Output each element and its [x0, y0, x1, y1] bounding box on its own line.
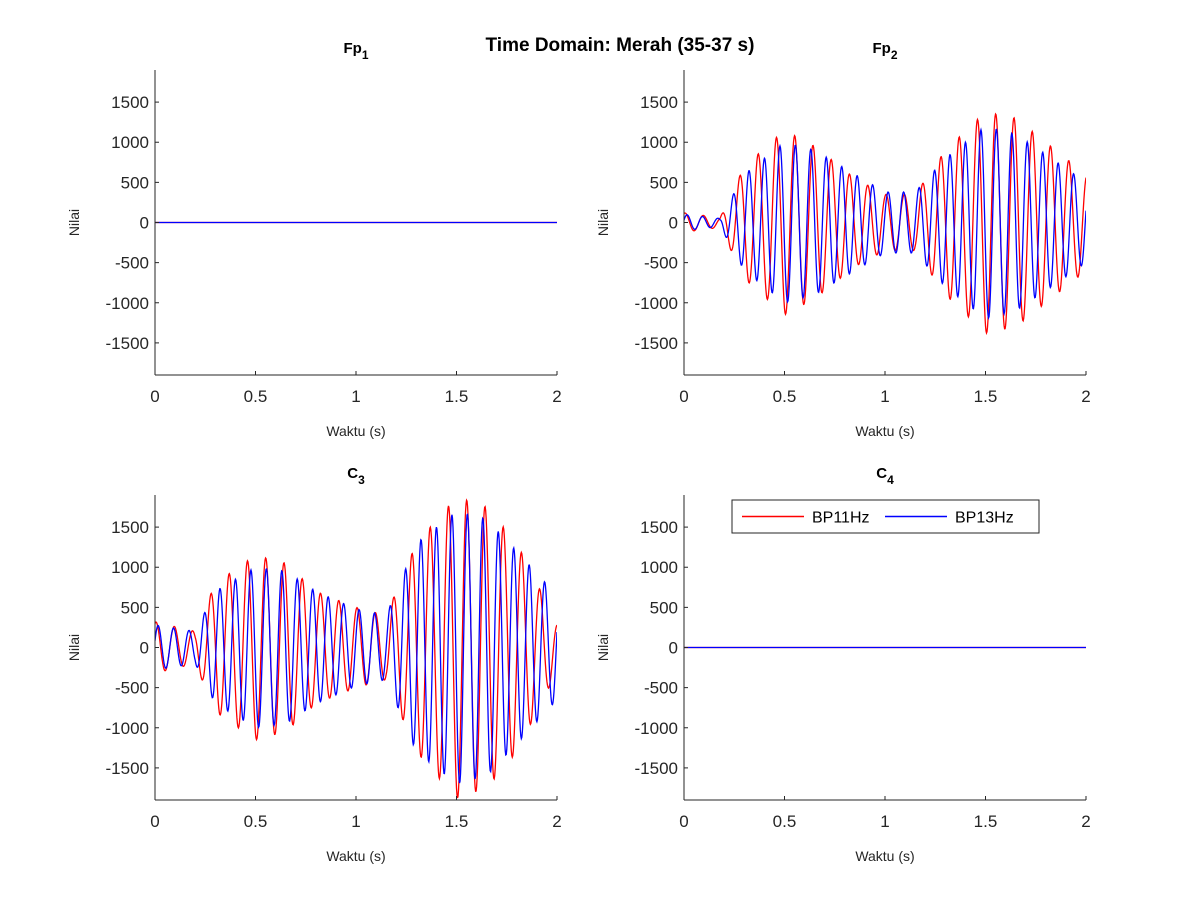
x-tick-label: 2 [552, 812, 561, 831]
y-tick-label: -1500 [635, 759, 678, 778]
x-tick-label: 0 [150, 812, 159, 831]
y-tick-label: 0 [669, 639, 678, 658]
y-tick-label: 500 [650, 598, 678, 617]
y-tick-label: -500 [644, 254, 678, 273]
x-tick-label: 0 [679, 812, 688, 831]
subplot-title-main: Fp [872, 40, 890, 57]
x-tick-label: 0 [679, 387, 688, 406]
y-tick-label: 500 [121, 173, 149, 192]
subplot-title-subscript: 4 [887, 473, 894, 487]
x-tick-label: 2 [1081, 812, 1090, 831]
series-line-2 [155, 513, 557, 784]
subplot-title: Fp2 [872, 40, 897, 62]
x-tick-label: 1.5 [974, 812, 998, 831]
y-tick-label: -500 [644, 679, 678, 698]
subplot-title-main: Fp [343, 40, 361, 57]
figure-title: Time Domain: Merah (35-37 s) [485, 35, 755, 56]
y-axis-label: Nilai [595, 209, 611, 236]
y-tick-label: -1000 [106, 719, 149, 738]
y-tick-label: 1500 [111, 93, 149, 112]
x-tick-label: 2 [552, 387, 561, 406]
subplot-title: Fp1 [343, 40, 368, 62]
series-line-2 [684, 127, 1086, 321]
y-tick-label: 1000 [111, 133, 149, 152]
y-tick-label: -1000 [635, 719, 678, 738]
x-tick-label: 1.5 [445, 387, 469, 406]
subplot-4: 0 0.5 1 1.5 2 -1500 -1000 -500 0 500 1000 1500 Waktu… [595, 465, 1091, 864]
y-tick-label: -1000 [106, 294, 149, 313]
x-tick-label: 0.5 [244, 812, 268, 831]
subplot-title: C3 [347, 465, 365, 487]
x-axis-label: Waktu (s) [326, 423, 385, 439]
y-axis-label: Nilai [595, 634, 611, 661]
y-tick-label: -1500 [106, 334, 149, 353]
subplot-title-subscript: 3 [358, 473, 365, 487]
y-tick-label: 500 [121, 598, 149, 617]
series-line-1 [155, 498, 557, 799]
y-tick-label: 500 [650, 173, 678, 192]
x-tick-label: 0.5 [773, 812, 797, 831]
y-tick-label: -1500 [106, 759, 149, 778]
x-tick-label: 2 [1081, 387, 1090, 406]
subplot-1: 0 0.5 1 1.5 2 -1500 -1000 -500 0 500 1000 1500 Waktu… [66, 40, 562, 439]
y-tick-label: 0 [140, 214, 149, 233]
y-tick-label: -1500 [635, 334, 678, 353]
x-axis-label: Waktu (s) [855, 848, 914, 864]
legend-label: BP11Hz [812, 510, 870, 527]
y-axis-label: Nilai [66, 634, 82, 661]
x-tick-label: 1 [880, 812, 889, 831]
subplot-title-main: C [347, 465, 358, 482]
x-tick-label: 1 [351, 812, 360, 831]
x-tick-label: 1.5 [445, 812, 469, 831]
y-tick-label: 1500 [640, 93, 678, 112]
y-tick-label: -1000 [635, 294, 678, 313]
y-axis-label: Nilai [66, 209, 82, 236]
legend: BP11Hz BP13Hz [731, 499, 1040, 534]
x-tick-label: 0.5 [244, 387, 268, 406]
y-tick-label: 1500 [111, 518, 149, 537]
subplot-title-subscript: 2 [891, 48, 898, 62]
x-tick-label: 1.5 [974, 387, 998, 406]
x-tick-label: 1 [880, 387, 889, 406]
y-tick-label: 0 [140, 639, 149, 658]
series-line-1 [684, 112, 1086, 336]
y-tick-label: -500 [115, 679, 149, 698]
x-axis-label: Waktu (s) [326, 848, 385, 864]
x-tick-label: 0 [150, 387, 159, 406]
y-tick-label: 1000 [111, 558, 149, 577]
y-tick-label: 1000 [640, 558, 678, 577]
legend-label: BP13Hz [955, 510, 1014, 527]
y-tick-label: -500 [115, 254, 149, 273]
y-tick-label: 0 [669, 214, 678, 233]
y-tick-label: 1500 [640, 518, 678, 537]
x-tick-label: 0.5 [773, 387, 797, 406]
x-axis-label: Waktu (s) [855, 423, 914, 439]
subplot-title-subscript: 1 [362, 48, 369, 62]
subplot-title: C4 [876, 465, 894, 487]
y-tick-label: 1000 [640, 133, 678, 152]
subplot-2: 0 0.5 1 1.5 2 -1500 -1000 -500 0 500 1000 1500 Waktu… [595, 40, 1091, 439]
subplot-title-main: C [876, 465, 887, 482]
subplot-3: 0 0.5 1 1.5 2 -1500 -1000 -500 0 500 1000 1500 Waktu… [66, 465, 562, 864]
x-tick-label: 1 [351, 387, 360, 406]
